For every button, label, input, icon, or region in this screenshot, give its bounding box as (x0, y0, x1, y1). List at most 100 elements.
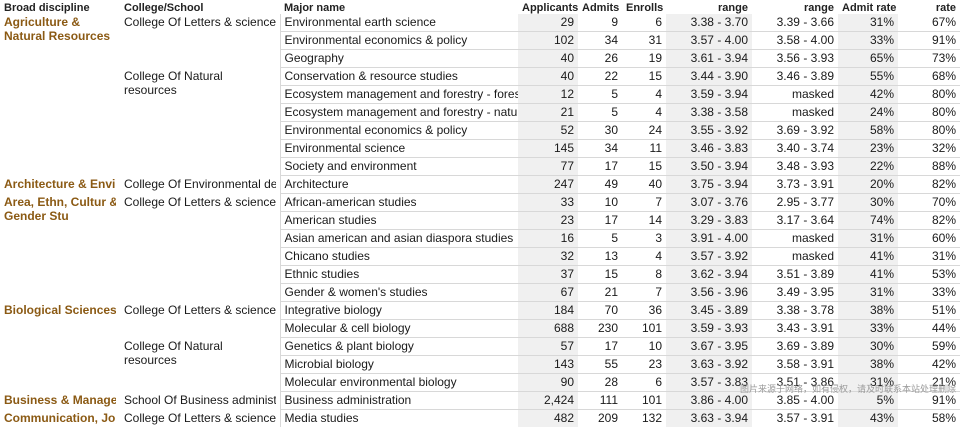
enrolls-cell: 36 (622, 302, 666, 320)
admits-cell: 10 (578, 194, 622, 212)
college-label: College Of Letters & science (124, 303, 276, 317)
rate-cell: 44% (898, 320, 960, 338)
admit-rate-cell: 30% (838, 338, 898, 356)
applicants-cell: 33 (518, 194, 578, 212)
college-label: resources (124, 353, 276, 367)
range2-cell: 2.95 - 3.77 (752, 194, 838, 212)
col-header-enrolls[interactable]: Enrolls (622, 0, 666, 14)
range2-cell: 3.58 - 3.91 (752, 356, 838, 374)
col-header-college[interactable]: College/School (120, 0, 280, 14)
admits-cell: 5 (578, 86, 622, 104)
range1-cell: 3.59 - 3.93 (666, 320, 752, 338)
range2-cell: masked (752, 86, 838, 104)
rate-cell: 80% (898, 86, 960, 104)
applicants-cell: 21 (518, 104, 578, 122)
discipline-label: Biological Sciences (4, 303, 116, 317)
enrolls-cell: 10 (622, 338, 666, 356)
admit-rate-cell: 74% (838, 212, 898, 230)
admit-rate-cell: 24% (838, 104, 898, 122)
range2-cell: 3.43 - 3.91 (752, 320, 838, 338)
enrolls-cell: 40 (622, 176, 666, 194)
admits-cell: 49 (578, 176, 622, 194)
rate-cell: 32% (898, 140, 960, 158)
discipline-cell: Communication, Jou (0, 410, 120, 427)
range1-cell: 3.57 - 4.00 (666, 32, 752, 50)
major-name-cell: Environmental science (280, 140, 518, 158)
col-header-range-1[interactable]: range (666, 0, 752, 14)
enrolls-cell: 31 (622, 32, 666, 50)
discipline-cell: Biological Sciences (0, 302, 120, 392)
applicants-cell: 23 (518, 212, 578, 230)
range1-cell: 3.62 - 3.94 (666, 266, 752, 284)
col-header-major[interactable]: Major name (280, 0, 518, 14)
applicants-cell: 143 (518, 356, 578, 374)
col-header-discipline[interactable]: Broad discipline (0, 0, 120, 14)
col-header-admits[interactable]: Admits (578, 0, 622, 14)
applicants-cell: 32 (518, 248, 578, 266)
admit-rate-cell: 41% (838, 266, 898, 284)
college-label: College Of Letters & science (124, 195, 276, 209)
admits-cell: 5 (578, 230, 622, 248)
admits-cell: 15 (578, 266, 622, 284)
rate-cell: 67% (898, 14, 960, 32)
enrolls-cell: 19 (622, 50, 666, 68)
col-header-range-2[interactable]: range (752, 0, 838, 14)
range2-cell: 3.38 - 3.78 (752, 302, 838, 320)
col-header-admit-rate[interactable]: Admit rate (838, 0, 898, 14)
discipline-cell: Agriculture &Natural Resources (0, 14, 120, 176)
applicants-cell: 37 (518, 266, 578, 284)
admits-cell: 17 (578, 338, 622, 356)
enrolls-cell: 24 (622, 122, 666, 140)
enrolls-cell: 15 (622, 158, 666, 176)
enrolls-cell: 8 (622, 266, 666, 284)
admits-cell: 55 (578, 356, 622, 374)
range1-cell: 3.38 - 3.70 (666, 14, 752, 32)
major-name-cell: Environmental earth science (280, 14, 518, 32)
range1-cell: 3.45 - 3.89 (666, 302, 752, 320)
applicants-cell: 77 (518, 158, 578, 176)
admits-cell: 17 (578, 158, 622, 176)
enrolls-cell: 15 (622, 68, 666, 86)
rate-cell: 58% (898, 410, 960, 427)
admit-rate-cell: 38% (838, 356, 898, 374)
rate-cell: 82% (898, 176, 960, 194)
applicants-cell: 482 (518, 410, 578, 427)
range1-cell: 3.56 - 3.96 (666, 284, 752, 302)
enrolls-cell: 101 (622, 320, 666, 338)
col-header-rate[interactable]: rate (898, 0, 960, 14)
rate-cell: 80% (898, 122, 960, 140)
range1-cell: 3.91 - 4.00 (666, 230, 752, 248)
admits-cell: 70 (578, 302, 622, 320)
range1-cell: 3.07 - 3.76 (666, 194, 752, 212)
rate-cell: 73% (898, 50, 960, 68)
major-name-cell: Molecular & cell biology (280, 320, 518, 338)
admits-cell: 34 (578, 32, 622, 50)
admit-rate-cell: 20% (838, 176, 898, 194)
admit-rate-cell: 41% (838, 248, 898, 266)
college-label: resources (124, 83, 276, 97)
range2-cell: masked (752, 104, 838, 122)
range2-cell: 3.40 - 3.74 (752, 140, 838, 158)
admit-rate-cell: 30% (838, 194, 898, 212)
range1-cell: 3.46 - 3.83 (666, 140, 752, 158)
admit-rate-cell: 33% (838, 32, 898, 50)
range2-cell: masked (752, 248, 838, 266)
range2-cell: 3.39 - 3.66 (752, 14, 838, 32)
admit-rate-cell: 38% (838, 302, 898, 320)
discipline-label: Natural Resources (4, 29, 116, 43)
admit-rate-cell: 43% (838, 410, 898, 427)
col-header-applicants[interactable]: Applicants (518, 0, 578, 14)
major-name-cell: Media studies (280, 410, 518, 427)
range1-cell: 3.63 - 3.92 (666, 356, 752, 374)
range2-cell: 3.73 - 3.91 (752, 176, 838, 194)
rate-cell: 53% (898, 266, 960, 284)
major-name-cell: Chicano studies (280, 248, 518, 266)
applicants-cell: 12 (518, 86, 578, 104)
applicants-cell: 688 (518, 320, 578, 338)
enrolls-cell: 23 (622, 356, 666, 374)
range1-cell: 3.55 - 3.92 (666, 122, 752, 140)
